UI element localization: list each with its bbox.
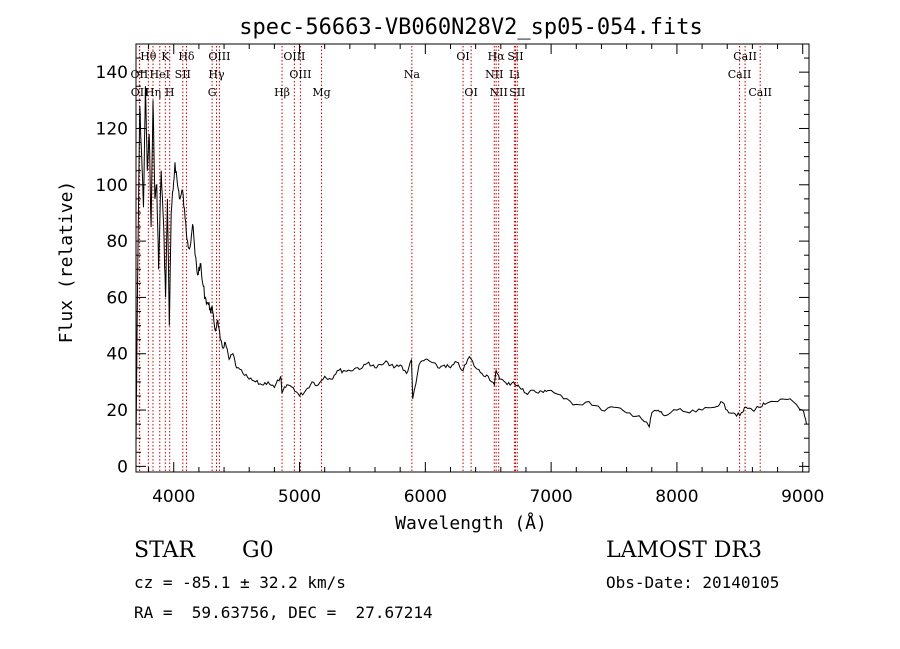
line-label-18: OII — [131, 86, 149, 99]
y-tick-label-5: 100 — [96, 176, 128, 196]
line-label-12: Hγ — [208, 68, 225, 81]
y-tick-label-3: 60 — [106, 288, 128, 308]
x-tick-label-5: 9000 — [781, 487, 824, 507]
object-class: STAR — [134, 538, 195, 563]
y-tick-label-6: 120 — [96, 119, 128, 139]
line-label-14: Na — [404, 68, 421, 81]
x-tick-label-2: 6000 — [404, 487, 447, 507]
line-label-5: OI — [456, 50, 469, 63]
line-label-8: CaII — [733, 50, 757, 63]
y-tick-label-4: 80 — [106, 232, 128, 252]
chart-title: spec-56663-VB060N28V2_sp05-054.fits — [239, 15, 703, 40]
line-label-21: G — [208, 86, 217, 99]
line-label-17: CaII — [728, 68, 752, 81]
plot-frame — [135, 43, 810, 473]
x-tick-label-0: 4000 — [152, 487, 195, 507]
redshift-line: cz = -85.1 ± 32.2 km/s — [134, 573, 346, 592]
line-label-10: HeI — [150, 68, 170, 81]
line-label-3: OIII — [208, 50, 230, 63]
line-label-2: Hδ — [178, 50, 195, 63]
line-label-7: SII — [507, 50, 523, 63]
line-label-25: NII — [490, 86, 508, 99]
line-label-26: SII — [509, 86, 525, 99]
line-label-27: CaII — [748, 86, 772, 99]
line-label-16: Li — [509, 68, 520, 81]
x-axis-label: Wavelength (Å) — [395, 512, 547, 534]
line-label-9: OII — [131, 68, 149, 81]
line-label-22: Hβ — [274, 86, 290, 99]
x-tick-label-3: 7000 — [529, 487, 572, 507]
line-label-15: NII — [485, 68, 503, 81]
obs-date: Obs-Date: 20140105 — [606, 573, 780, 592]
x-tick-label-4: 8000 — [655, 487, 698, 507]
x-tick-label-1: 5000 — [278, 487, 321, 507]
y-axis-label: Flux (relative) — [56, 181, 77, 344]
axis-ticks: 4000 5000 6000 7000 8000 9000 0 20 40 60 80 100 120 1… — [96, 44, 824, 507]
line-label-6: Hα — [488, 50, 506, 63]
line-label-23: Mg — [312, 86, 330, 99]
line-label-1: K — [161, 50, 170, 63]
line-label-19: Hη — [145, 86, 161, 99]
y-tick-label-2: 40 — [106, 345, 128, 365]
line-label-20: H — [165, 86, 175, 99]
y-tick-label-1: 20 — [106, 401, 128, 421]
y-tick-label-7: 140 — [96, 63, 128, 83]
coordinates: RA = 59.63756, DEC = 27.67214 — [134, 603, 433, 622]
line-label-11: SII — [175, 68, 191, 81]
line-label-13: OIII — [289, 68, 311, 81]
line-label-4: OIII — [283, 50, 305, 63]
survey-name: LAMOST DR3 — [606, 538, 762, 563]
line-label-0: Hθ — [140, 50, 157, 63]
line-label-24: OI — [464, 86, 477, 99]
line-markers — [138, 46, 761, 472]
object-subclass: G0 — [242, 538, 274, 563]
spectrum-series-line — [135, 86, 807, 444]
y-tick-label-0: 0 — [117, 457, 128, 477]
